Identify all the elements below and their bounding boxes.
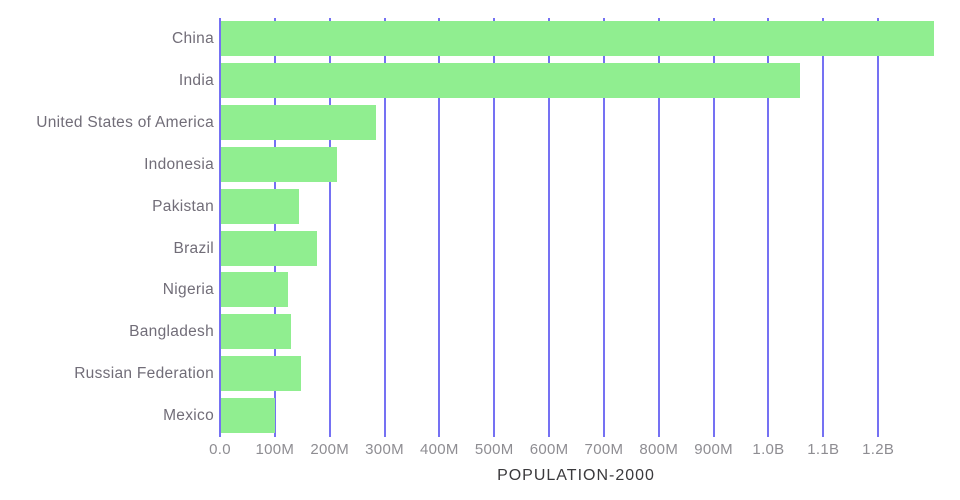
gridline (493, 18, 496, 437)
category-label: Mexico (163, 407, 214, 425)
x-tick-label: 300M (365, 441, 404, 458)
gridline (273, 18, 276, 437)
bar (221, 62, 801, 98)
gridline (767, 18, 770, 437)
bar (221, 188, 299, 224)
category-label: Bangladesh (129, 323, 214, 341)
gridline (602, 18, 605, 437)
gridline (657, 18, 660, 437)
bar (221, 356, 302, 392)
category-label: Pakistan (152, 197, 214, 215)
x-tick-label: 200M (310, 441, 350, 458)
bar (221, 398, 276, 434)
category-label: Nigeria (162, 281, 214, 299)
x-tick-label: 500M (474, 441, 514, 458)
category-label: Indonesia (144, 155, 214, 173)
gridline (712, 18, 715, 437)
category-label: Brazil (173, 239, 214, 257)
bar (221, 230, 317, 266)
category-label: United States of America (36, 113, 214, 131)
x-tick-label: 900M (694, 441, 733, 458)
gridline (383, 18, 386, 437)
bar (221, 146, 338, 182)
gridline (548, 18, 551, 437)
bar (221, 21, 934, 56)
x-tick-label: 100M (255, 441, 295, 458)
gridline (877, 18, 880, 437)
category-label: China (172, 30, 214, 47)
x-tick-label: 700M (584, 441, 624, 458)
gridline (328, 18, 331, 437)
bar (221, 314, 291, 350)
x-tick-label: 800M (639, 441, 679, 458)
x-tick-label: 600M (529, 441, 569, 458)
x-tick-label: 1.1B (807, 441, 840, 458)
x-tick-label: 0.0 (209, 441, 231, 458)
gridline (822, 18, 825, 437)
x-tick-label: 1.0B (752, 441, 785, 458)
gridline (438, 18, 441, 437)
category-label: Russian Federation (74, 365, 214, 383)
plot-area (219, 18, 934, 437)
x-axis-title: POPULATION-2000 (497, 467, 655, 484)
x-tick-label: 1.2B (862, 441, 895, 458)
category-label: India (178, 71, 214, 89)
bar (221, 104, 376, 140)
x-tick-label: 400M (420, 441, 459, 458)
bar (221, 272, 288, 308)
gridline (219, 18, 221, 437)
